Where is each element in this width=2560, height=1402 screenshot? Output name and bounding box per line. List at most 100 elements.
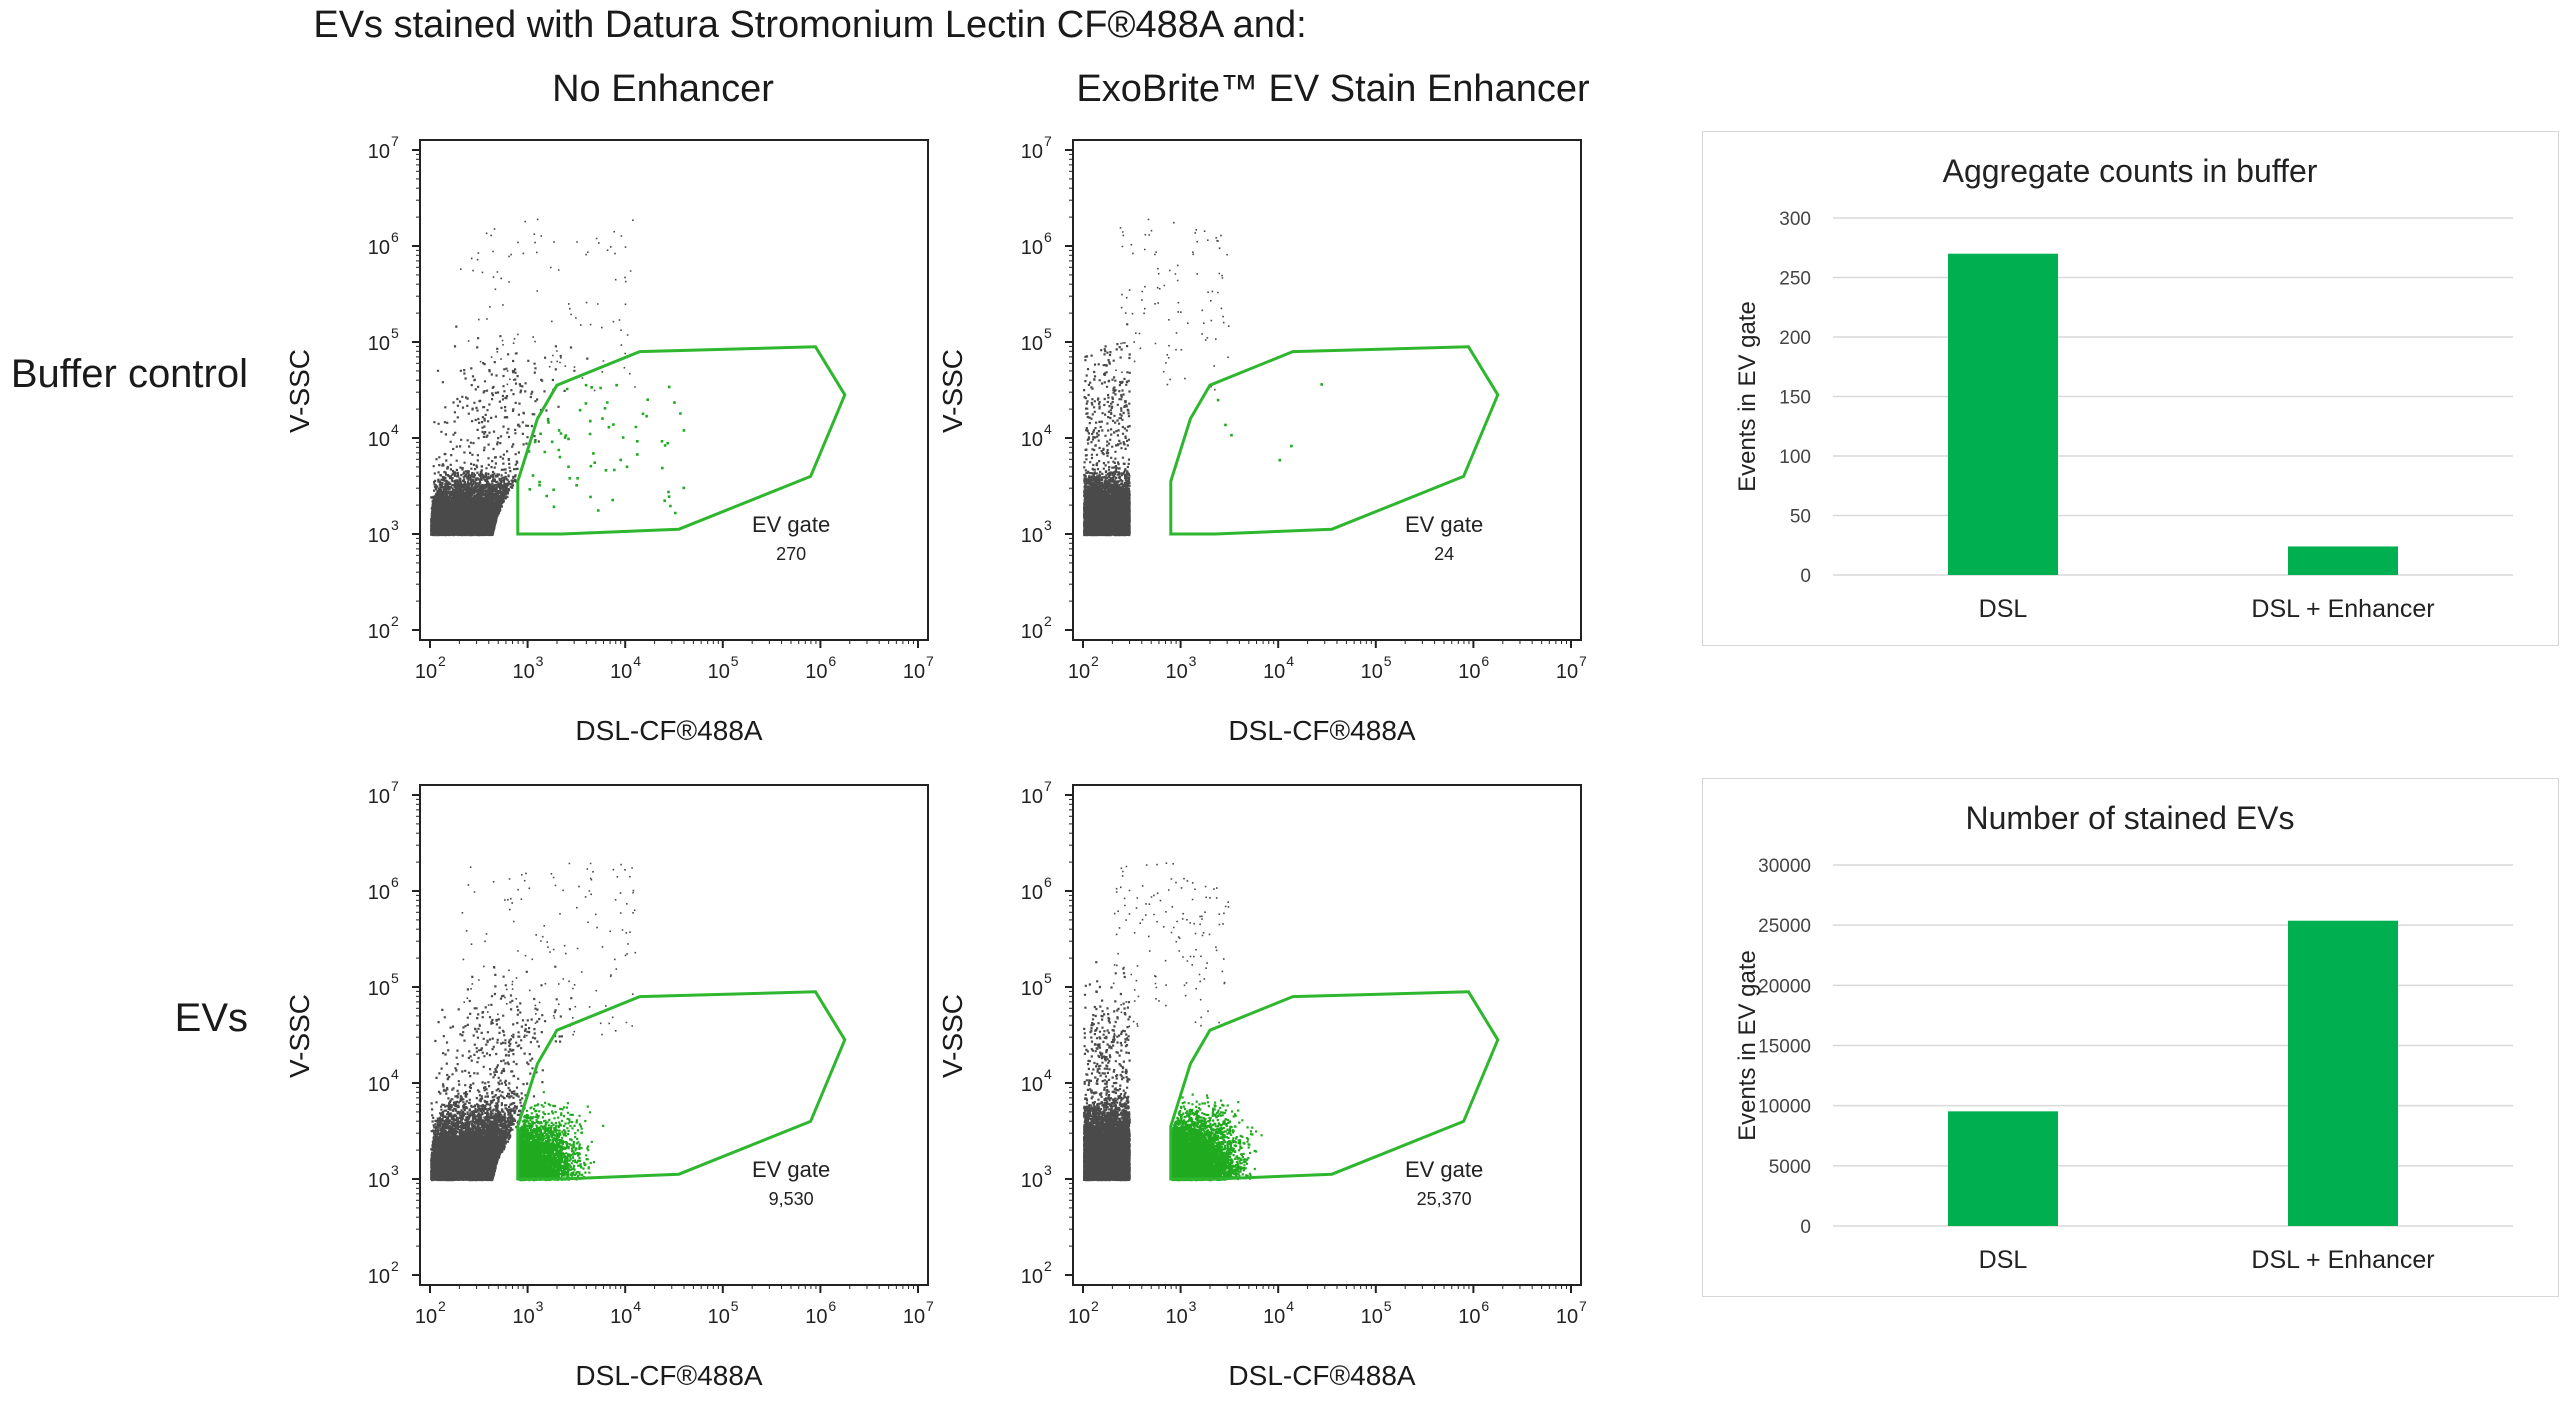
category-label: DSL + Enhancer [2251, 595, 2434, 623]
ev-gate-outline [1169, 990, 1500, 1181]
x-tick-exponent: 6 [828, 1298, 836, 1314]
bar-chart-title: Number of stained EVs [1965, 800, 2294, 836]
x-tick-exponent: 4 [633, 1298, 641, 1314]
x-tick-exponent: 6 [828, 653, 836, 669]
y-tick-label: 5000 [1769, 1157, 1811, 1178]
y-tick-label: 10 [368, 978, 390, 1000]
y-axis-label: V-SSC [937, 993, 968, 1079]
y-tick-exponent: 7 [1044, 778, 1052, 794]
x-tick-label: 10 [512, 1306, 534, 1328]
ev-gate-label: EV gate [1405, 1157, 1483, 1182]
y-tick-exponent: 7 [1044, 133, 1052, 149]
x-tick-exponent: 7 [926, 653, 934, 669]
event-cloud [430, 862, 637, 1182]
y-tick-label: 10 [368, 1266, 390, 1288]
x-tick-label: 10 [415, 661, 437, 683]
y-tick-label: 10 [1021, 1074, 1043, 1096]
y-tick-exponent: 6 [391, 229, 399, 245]
x-tick-exponent: 2 [1091, 1298, 1099, 1314]
x-tick-label: 10 [1556, 661, 1578, 683]
y-tick-label: 50 [1790, 507, 1811, 528]
event-cloud [430, 218, 686, 537]
y-tick-exponent: 4 [1044, 421, 1052, 437]
ev-gate-outline [1169, 345, 1500, 536]
ev-gate-outline [516, 990, 847, 1181]
x-tick-exponent: 6 [1481, 1298, 1489, 1314]
y-tick-exponent: 6 [391, 874, 399, 890]
y-tick-label: 10 [368, 429, 390, 451]
y-tick-exponent: 4 [391, 421, 399, 437]
x-tick-exponent: 3 [1189, 653, 1197, 669]
x-tick-label: 10 [708, 661, 730, 683]
bar [2288, 920, 2398, 1226]
ev-gate-label: EV gate [1405, 512, 1483, 537]
y-tick-label: 250 [1779, 269, 1811, 290]
y-axis-label: Events in EV gate [1734, 301, 1761, 492]
y-tick-label: 0 [1800, 566, 1811, 587]
y-tick-exponent: 4 [1044, 1066, 1052, 1082]
y-tick-exponent: 3 [391, 517, 399, 533]
y-tick-label: 10 [1021, 1170, 1043, 1192]
stained-events [1170, 1093, 1263, 1182]
row-label-evs: EVs [174, 996, 248, 1040]
y-tick-label: 10 [368, 1074, 390, 1096]
ev-gate-count: 9,530 [769, 1189, 814, 1209]
column-title-no-enhancer: No Enhancer [552, 68, 774, 110]
y-tick-exponent: 6 [1044, 229, 1052, 245]
x-tick-label: 10 [610, 1306, 632, 1328]
x-tick-label: 10 [1361, 1306, 1383, 1328]
y-axis-label: V-SSC [937, 348, 968, 434]
bar-chart-title: Aggregate counts in buffer [1943, 153, 2318, 189]
x-tick-exponent: 2 [1091, 653, 1099, 669]
column-title-enhancer: ExoBrite™ EV Stain Enhancer [1076, 68, 1590, 110]
y-tick-exponent: 3 [391, 1162, 399, 1178]
y-tick-label: 10 [1021, 141, 1043, 163]
y-tick-label: 10 [1021, 882, 1043, 904]
y-axis-label: V-SSC [284, 993, 315, 1079]
y-tick-label: 30000 [1758, 856, 1811, 877]
bar [2288, 546, 2398, 575]
x-tick-label: 10 [1165, 661, 1187, 683]
x-tick-label: 10 [708, 1306, 730, 1328]
y-tick-exponent: 4 [391, 1066, 399, 1082]
bar [1948, 253, 2058, 575]
x-tick-label: 10 [1068, 1306, 1090, 1328]
x-tick-exponent: 5 [1384, 1298, 1392, 1314]
plot-frame [419, 139, 929, 641]
bar-chart-stained-evs: Number of stained EVs 0 5000 10000 15000 2000… [1734, 800, 2513, 1274]
x-tick-label: 10 [1458, 661, 1480, 683]
ev-gate-count: 270 [776, 544, 806, 564]
unstained-events [430, 862, 637, 1182]
x-tick-label: 10 [610, 661, 632, 683]
y-tick-exponent: 5 [1044, 970, 1052, 986]
x-tick-exponent: 2 [438, 653, 446, 669]
y-tick-exponent: 5 [391, 970, 399, 986]
category-label: DSL [1979, 1246, 2028, 1274]
plot-frame [419, 784, 929, 1286]
stained-events [517, 1091, 605, 1182]
y-axis-label: V-SSC [284, 348, 315, 434]
y-tick-label: 10 [368, 621, 390, 643]
y-tick-label: 10 [1021, 429, 1043, 451]
event-cloud [1083, 862, 1263, 1182]
y-tick-exponent: 2 [1044, 1258, 1052, 1274]
y-tick-exponent: 7 [391, 778, 399, 794]
x-tick-exponent: 4 [633, 653, 641, 669]
y-tick-exponent: 2 [391, 613, 399, 629]
plot-frame [1072, 139, 1582, 641]
y-tick-label: 10 [368, 1170, 390, 1192]
unstained-events [1083, 862, 1230, 1182]
ev-gate-outline [516, 345, 847, 536]
y-tick-exponent: 3 [1044, 1162, 1052, 1178]
y-tick-label: 200 [1779, 328, 1811, 349]
category-label: DSL [1979, 595, 2028, 623]
x-tick-exponent: 3 [1189, 1298, 1197, 1314]
y-tick-exponent: 2 [1044, 613, 1052, 629]
event-cloud [1083, 218, 1323, 537]
ev-gate-label: EV gate [752, 512, 830, 537]
y-tick-label: 100 [1779, 447, 1811, 468]
x-tick-label: 10 [1263, 1306, 1285, 1328]
